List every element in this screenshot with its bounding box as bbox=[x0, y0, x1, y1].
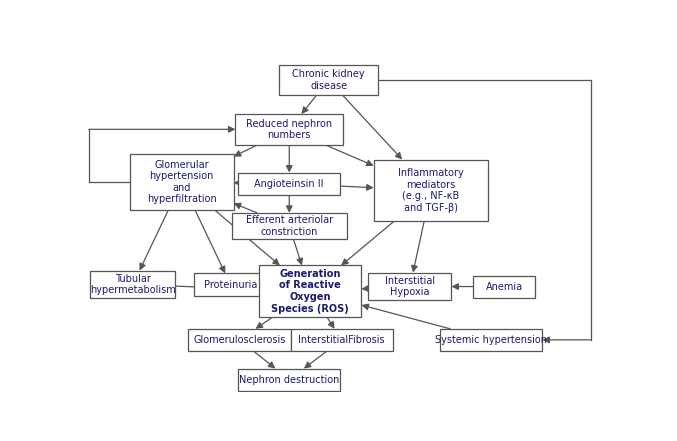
FancyBboxPatch shape bbox=[473, 276, 536, 298]
Text: Angioteinsin II: Angioteinsin II bbox=[255, 179, 324, 189]
Text: Generation
of Reactive
Oxygen
Species (ROS): Generation of Reactive Oxygen Species (R… bbox=[271, 269, 349, 314]
FancyBboxPatch shape bbox=[130, 154, 234, 210]
FancyBboxPatch shape bbox=[374, 160, 488, 221]
Text: Glomerular
hypertension
and
hyperfiltration: Glomerular hypertension and hyperfiltrat… bbox=[147, 160, 217, 204]
FancyBboxPatch shape bbox=[91, 271, 175, 299]
FancyBboxPatch shape bbox=[290, 329, 393, 351]
FancyBboxPatch shape bbox=[238, 369, 341, 391]
Text: Efferent arteriolar
constriction: Efferent arteriolar constriction bbox=[246, 215, 333, 237]
FancyBboxPatch shape bbox=[440, 329, 542, 351]
Text: Anemia: Anemia bbox=[486, 281, 523, 292]
FancyBboxPatch shape bbox=[238, 172, 341, 194]
Text: Inflammatory
mediators
(e.g., NF-κB
and TGF-β): Inflammatory mediators (e.g., NF-κB and … bbox=[398, 168, 464, 213]
Text: InterstitialFibrosis: InterstitialFibrosis bbox=[299, 335, 385, 345]
Text: Proteinuria: Proteinuria bbox=[204, 280, 257, 289]
FancyBboxPatch shape bbox=[368, 273, 452, 300]
Text: Glomerulosclerosis: Glomerulosclerosis bbox=[193, 335, 286, 345]
FancyBboxPatch shape bbox=[188, 329, 290, 351]
Text: Chronic kidney
disease: Chronic kidney disease bbox=[292, 69, 365, 91]
Text: Tubular
hypermetabolism: Tubular hypermetabolism bbox=[90, 274, 176, 295]
FancyBboxPatch shape bbox=[236, 114, 343, 145]
FancyBboxPatch shape bbox=[259, 265, 362, 317]
Text: Systemic hypertension: Systemic hypertension bbox=[435, 335, 547, 345]
FancyBboxPatch shape bbox=[279, 65, 378, 95]
Text: Interstitial
Hypoxia: Interstitial Hypoxia bbox=[385, 276, 435, 297]
FancyBboxPatch shape bbox=[232, 213, 347, 239]
FancyBboxPatch shape bbox=[194, 273, 267, 295]
Text: Nephron destruction: Nephron destruction bbox=[239, 374, 339, 385]
Text: Reduced nephron
numbers: Reduced nephron numbers bbox=[246, 119, 332, 140]
